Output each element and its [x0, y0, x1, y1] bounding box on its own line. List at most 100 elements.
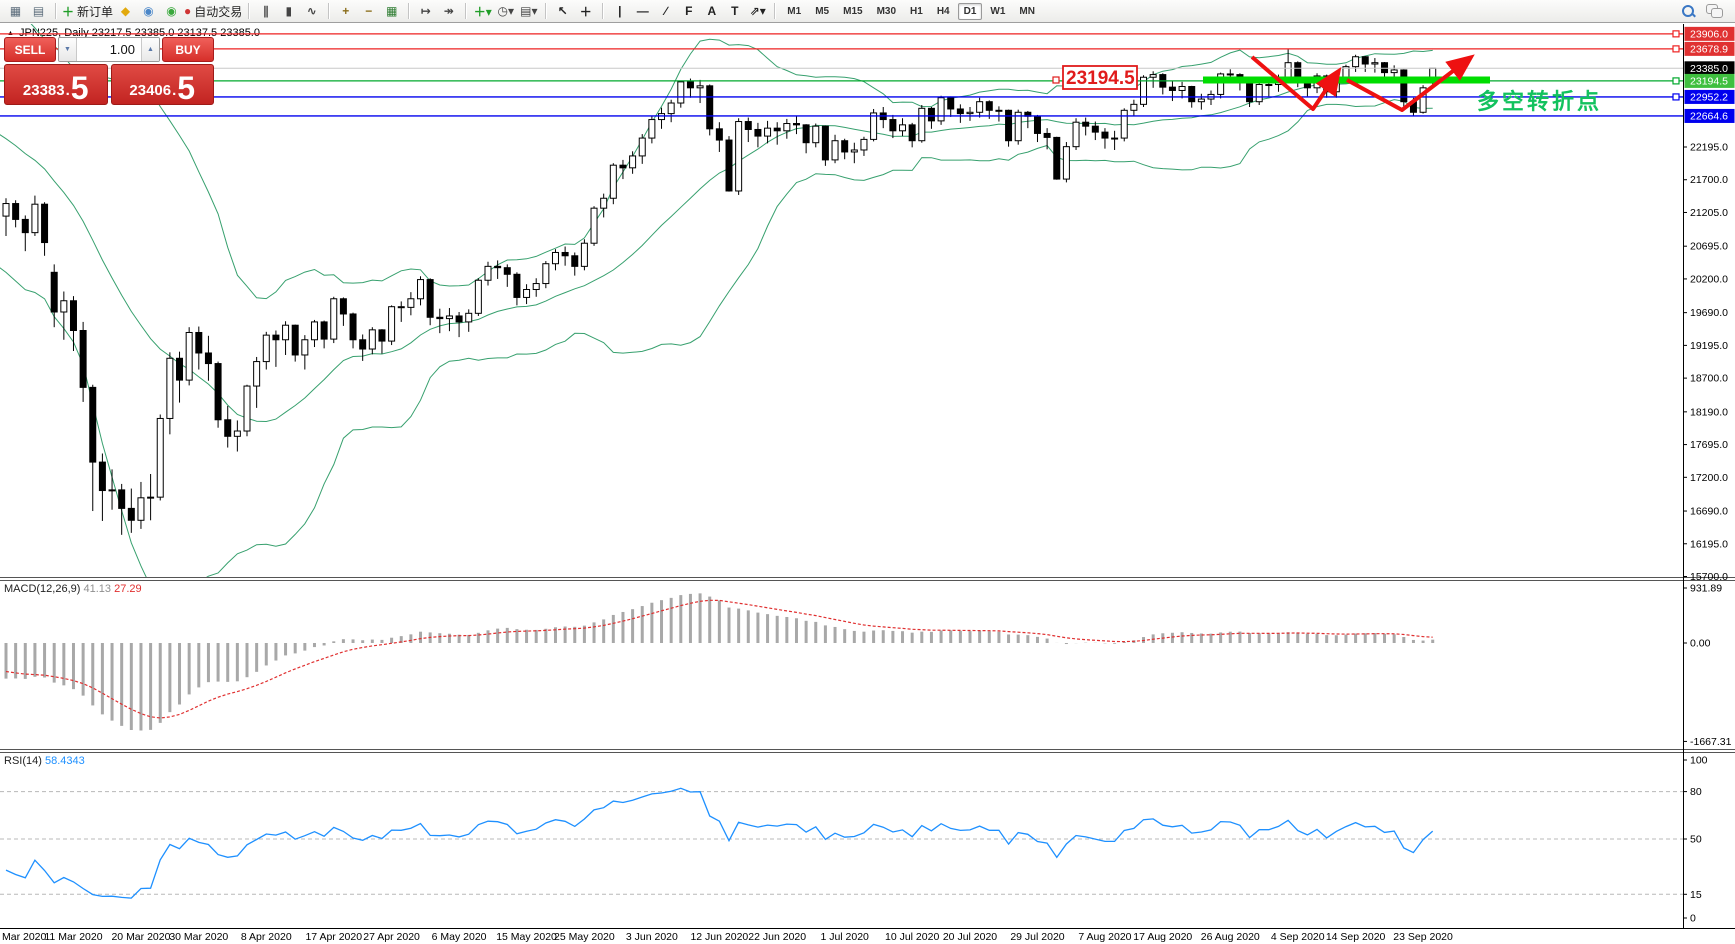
fibonacci-icon: F [685, 4, 693, 18]
timeframe-mn[interactable]: MN [1019, 5, 1035, 17]
svg-text:19195.0: 19195.0 [1690, 340, 1728, 352]
date-label: 27 Apr 2020 [363, 931, 420, 943]
auto-scroll-icon[interactable]: ↠ [438, 2, 459, 21]
timeframe-m5[interactable]: M5 [815, 5, 830, 17]
buy-button[interactable]: BUY [162, 37, 214, 62]
date-label: 22 Jun 2020 [748, 931, 806, 943]
hline-handle[interactable] [1672, 45, 1680, 53]
timeframe-h4[interactable]: H4 [936, 5, 950, 17]
templates-icon[interactable]: ▤▾ [518, 2, 539, 21]
zigzag-arrow-2[interactable] [1346, 54, 1475, 112]
toolbar-separator [545, 3, 547, 19]
rsi-line [5, 787, 1434, 899]
crosshair-icon: ＋ [579, 4, 592, 19]
timeframe-h1[interactable]: H1 [910, 5, 923, 17]
autotrading-button-label: 自动交易 [194, 4, 243, 19]
line-chart-icon[interactable]: ∿ [301, 2, 322, 21]
indicators-icon[interactable]: ＋▾ [472, 2, 493, 21]
chat-icon[interactable] [1706, 4, 1723, 18]
price-box-handle[interactable] [1052, 76, 1060, 84]
buy-price-box[interactable]: 23406. 5 [110, 64, 214, 105]
macd-label: MACD(12,26,9) 41.13 27.29 [4, 583, 142, 595]
new-chart-icon[interactable]: ▦ [5, 2, 26, 21]
cn-annotation-text: 多空转折点 [1477, 89, 1602, 114]
date-label: 30 Mar 2020 [169, 931, 228, 943]
volume-input[interactable]: 1.00 [109, 42, 135, 57]
timeframe-m1[interactable]: M1 [787, 5, 802, 17]
shapes-icon[interactable]: ⇗▾ [747, 2, 768, 21]
timeframe-d1[interactable]: D1 [957, 2, 983, 20]
timeframe-m30[interactable]: M30 [876, 5, 897, 17]
profiles-icon[interactable]: ▤ [28, 2, 49, 21]
price-tag-22952.2 [1684, 89, 1735, 104]
vertical-line-icon: | [618, 4, 622, 18]
date-label: 26 Aug 2020 [1201, 931, 1260, 943]
candlestick-chart-icon[interactable]: ▮ [278, 2, 299, 21]
volume-decrease-button[interactable]: ▼ [59, 38, 77, 61]
svg-text:16690.0: 16690.0 [1690, 506, 1728, 518]
macd-pane[interactable]: MACD(12,26,9) 41.13 27.29 [4, 583, 1435, 731]
cursor-icon[interactable]: ↖ [552, 2, 573, 21]
zigzag-arrow-1[interactable] [1250, 55, 1342, 111]
rsi-pane[interactable]: RSI(14) 58.4343 [0, 755, 1683, 899]
timeframe-m15[interactable]: M15 [843, 5, 863, 17]
new-order-button[interactable]: ＋新订单 [62, 2, 113, 21]
top-toolbar: ▦ ▤ ＋新订单 ◆ ◉ ◉ ● 自动交易 ∥ ▮ ∿ + − ▦ ↦ ↠ ＋▾ ◷▾ ▤▾ ↖ ＋ | — ∕ F A T ⇗▾ M1… [0, 0, 1735, 23]
svg-text:20695.0: 20695.0 [1690, 241, 1728, 253]
svg-text:80: 80 [1690, 786, 1702, 798]
signals-icon: ◉ [166, 4, 177, 18]
line-chart-icon: ∿ [306, 4, 317, 18]
hline-handle[interactable] [1672, 77, 1680, 85]
autotrading-button[interactable]: ● 自动交易 [184, 2, 242, 21]
tile-windows-icon[interactable]: ▦ [381, 2, 402, 21]
zoom-in-icon[interactable]: + [335, 2, 356, 21]
svg-text:18700.0: 18700.0 [1690, 373, 1728, 385]
bollinger-lower-band [0, 99, 1433, 577]
one-click-trading-panel: SELL ▼ 1.00 ▲ BUY 23383. 5 23406. 5 [4, 37, 214, 105]
label-icon[interactable]: T [724, 2, 745, 21]
svg-text:100: 100 [1690, 755, 1708, 767]
signals-icon[interactable]: ◉ [161, 2, 182, 21]
text-icon[interactable]: A [701, 2, 722, 21]
trendline-icon[interactable]: ∕ [655, 2, 676, 21]
autotrading-button: ● [184, 4, 192, 18]
svg-text:-1667.31: -1667.31 [1690, 736, 1732, 748]
chart-shift-icon[interactable]: ↦ [415, 2, 436, 21]
price-annotation-box[interactable] [1062, 65, 1138, 90]
new-chart-icon: ▦ [9, 4, 22, 18]
crosshair-icon[interactable]: ＋ [575, 2, 596, 21]
hline-handle[interactable] [1672, 93, 1680, 101]
vertical-line-icon[interactable]: | [609, 2, 630, 21]
profiles-icon: ▤ [32, 4, 45, 18]
svg-text:17200.0: 17200.0 [1690, 472, 1728, 484]
svg-text:22195.0: 22195.0 [1690, 142, 1728, 154]
macd-signal-line [5, 599, 1433, 719]
svg-text:22952.2: 22952.2 [1690, 92, 1728, 104]
periods-icon[interactable]: ◷▾ [495, 2, 516, 21]
fibonacci-icon[interactable]: F [678, 2, 699, 21]
templates-icon: ▤▾ [520, 4, 538, 18]
zoom-out-icon: − [365, 4, 373, 18]
chart-background[interactable] [0, 23, 1735, 944]
bar-chart-icon[interactable]: ∥ [255, 2, 276, 21]
date-label: 15 May 2020 [496, 931, 557, 943]
community-icon[interactable]: ◉ [138, 2, 159, 21]
sell-button[interactable]: SELL [4, 37, 56, 62]
sell-price-box[interactable]: 23383. 5 [4, 64, 108, 105]
hline-handle[interactable] [1672, 30, 1680, 38]
svg-text:21700.0: 21700.0 [1690, 174, 1728, 186]
horizontal-line-icon[interactable]: — [632, 2, 653, 21]
volume-increase-button[interactable]: ▲ [141, 38, 159, 61]
main-chart-pane[interactable] [0, 0, 1437, 592]
price-axis[interactable]: 22195.0 21700.0 21205.0 20695.0 20200.0 19690… [1683, 142, 1732, 925]
volume-stepper: ▼ 1.00 ▲ [58, 37, 160, 62]
toolbar-separator [55, 3, 56, 19]
toolbar-separator [248, 3, 250, 19]
price-tag-23678.9 [1684, 41, 1735, 56]
mql5-icon[interactable]: ◆ [115, 2, 136, 21]
timeframe-w1[interactable]: W1 [990, 5, 1006, 17]
search-icon[interactable] [1681, 4, 1696, 19]
zoom-out-icon[interactable]: − [358, 2, 379, 21]
